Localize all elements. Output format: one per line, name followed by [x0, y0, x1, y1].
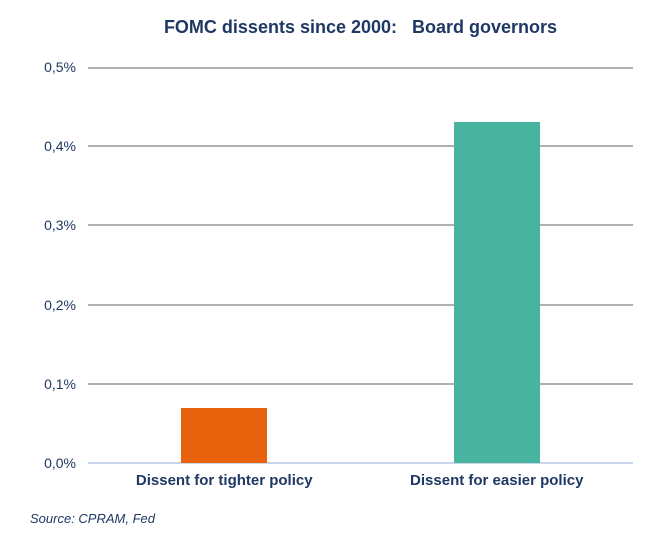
- gridline: [88, 67, 633, 69]
- y-tick-label: 0,2%: [44, 297, 76, 313]
- bar-dissent-for-tighter-policy: [181, 408, 268, 463]
- chart-title: FOMC dissents since 2000: Board governor…: [163, 17, 558, 37]
- y-tick-label: 0,5%: [44, 59, 76, 75]
- bar-dissent-for-easier-policy: [453, 122, 540, 463]
- gridline: [88, 224, 633, 226]
- gridline: [88, 145, 633, 147]
- x-category-label: Dissent for tighter policy: [135, 472, 313, 489]
- y-tick-label: 0,3%: [44, 217, 76, 233]
- gridline: [88, 383, 633, 385]
- x-axis-line: [88, 462, 633, 464]
- y-tick-label: 0,0%: [44, 455, 76, 471]
- gridline: [88, 304, 633, 306]
- y-tick-label: 0,1%: [44, 376, 76, 392]
- plot-area: [88, 67, 633, 464]
- source-note: Source: CPRAM, Fed: [30, 511, 155, 526]
- y-tick-label: 0,4%: [44, 138, 76, 154]
- x-category-label: Dissent for easier policy: [410, 472, 584, 489]
- x-axis-labels: Dissent for tighter policy Dissent for ea…: [88, 471, 633, 491]
